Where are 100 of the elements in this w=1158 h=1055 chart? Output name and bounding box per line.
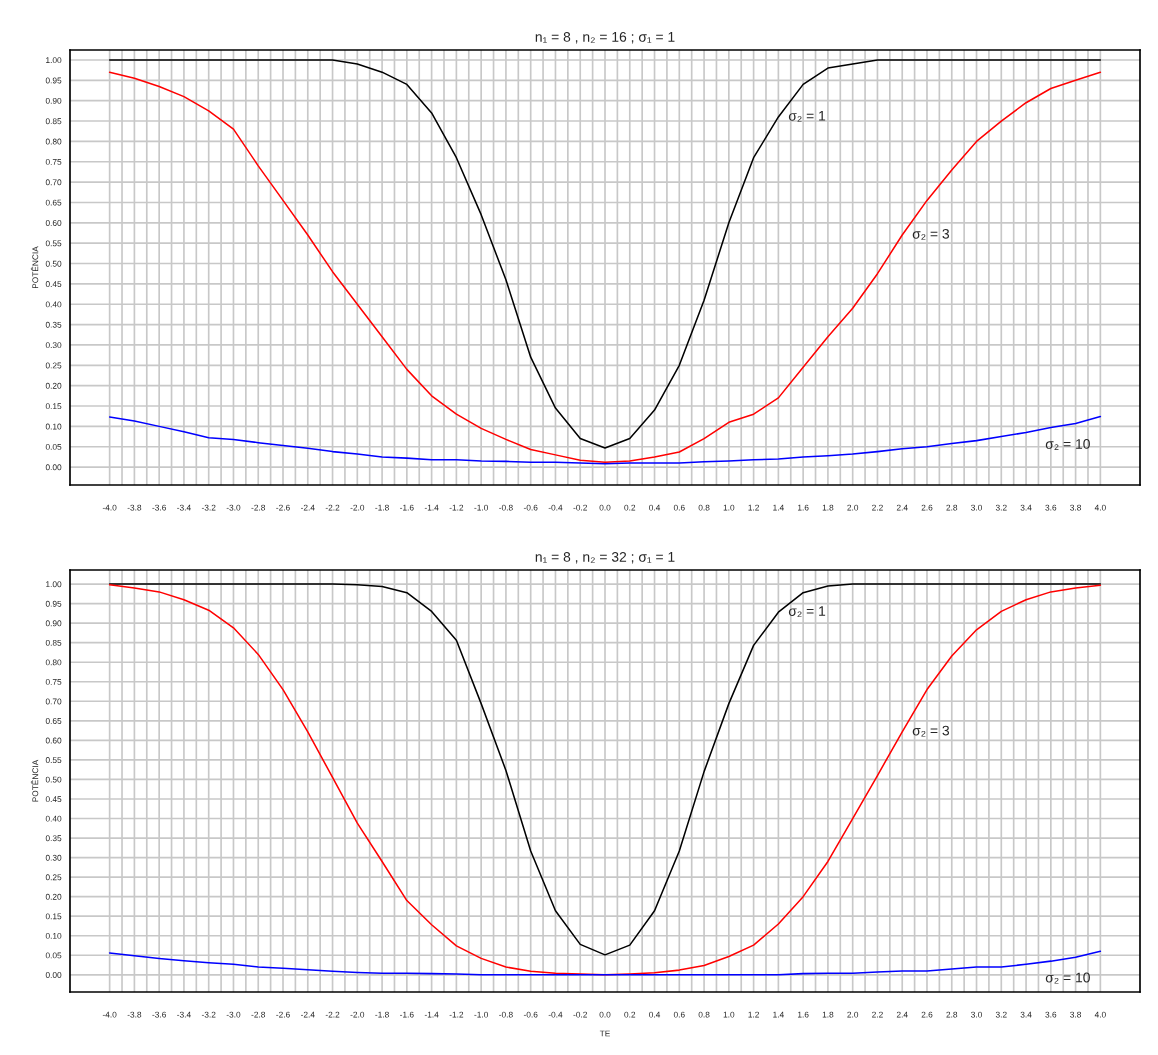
y-tick-label: 0.85 <box>45 639 62 646</box>
x-tick-label: 2.0 <box>847 1011 859 1018</box>
y-tick-label: 0.30 <box>45 342 62 349</box>
x-tick-label: -0.4 <box>548 1011 563 1018</box>
y-axis-title: POTÊNCIA <box>30 246 39 289</box>
x-tick-label: -1.2 <box>449 1011 464 1018</box>
x-tick-label: -3.0 <box>226 1011 241 1018</box>
x-tick-label: 3.4 <box>1020 1011 1032 1018</box>
series-label: σ₂ = 3 <box>912 228 950 240</box>
y-tick-label: 0.70 <box>45 179 62 186</box>
y-tick-label: 0.15 <box>45 403 62 410</box>
x-tick-label: 1.0 <box>723 1011 735 1018</box>
x-tick-label: 1.2 <box>748 1011 759 1018</box>
x-tick-label: -0.8 <box>499 1011 513 1018</box>
x-tick-label: -1.8 <box>375 1011 389 1018</box>
x-tick-label: -3.8 <box>127 1011 142 1018</box>
x-tick-label: 3.6 <box>1045 1011 1057 1018</box>
x-tick-label: 2.2 <box>872 504 883 511</box>
x-tick-label: 2.2 <box>872 1011 883 1018</box>
y-tick-label: 0.60 <box>45 220 62 226</box>
y-tick-label: 0.25 <box>45 362 62 369</box>
y-tick-label: 0.95 <box>45 600 62 607</box>
y-tick-label: 0.70 <box>45 698 62 705</box>
y-tick-label: 0.45 <box>45 281 62 287</box>
x-tick-label: -1.4 <box>424 504 439 511</box>
x-tick-label: 2.6 <box>921 1011 933 1018</box>
y-tick-label: 0.00 <box>45 464 62 471</box>
series-label: σ₂ = 3 <box>912 725 950 737</box>
x-tick-label: -3.2 <box>201 1011 216 1018</box>
y-tick-label: 0.00 <box>45 972 62 978</box>
x-tick-label: 0.4 <box>649 1011 661 1018</box>
x-tick-label: 2.8 <box>946 1011 958 1018</box>
y-tick-label: 0.35 <box>45 835 62 842</box>
x-tick-label: -0.2 <box>573 504 587 511</box>
y-tick-label: 0.40 <box>45 301 62 308</box>
y-tick-label: 0.60 <box>45 737 62 744</box>
chart-title: n₁ = 8 , n₂ = 32 ; σ₁ = 1 <box>535 551 675 564</box>
chart-title: n₁ = 8 , n₂ = 16 ; σ₁ = 1 <box>535 31 675 44</box>
x-tick-label: -1.0 <box>474 1011 489 1018</box>
x-tick-label: 3.8 <box>1070 1011 1082 1018</box>
x-tick-label: -1.2 <box>449 504 464 511</box>
y-tick-label: 0.10 <box>45 423 62 430</box>
x-tick-label: 1.4 <box>773 504 784 511</box>
x-tick-label: -2.2 <box>325 504 340 511</box>
x-tick-label: 3.2 <box>995 1011 1007 1018</box>
y-tick-label: 0.40 <box>45 815 62 822</box>
x-tick-label: -2.6 <box>276 504 290 511</box>
x-tick-label: 0.6 <box>673 504 685 511</box>
x-tick-label: -3.6 <box>152 1011 166 1018</box>
x-tick-label: -1.0 <box>474 504 489 511</box>
series-label: σ₂ = 10 <box>1045 972 1090 984</box>
y-tick-label: 0.05 <box>45 443 62 450</box>
x-tick-label: 2.8 <box>946 504 958 511</box>
x-tick-label: 4.0 <box>1094 504 1106 511</box>
x-tick-label: 3.2 <box>995 504 1007 511</box>
y-tick-label: 0.45 <box>45 796 62 803</box>
x-tick-label: -2.8 <box>251 1011 266 1018</box>
x-tick-label: 0.4 <box>649 504 661 511</box>
y-tick-label: 1.00 <box>46 581 62 588</box>
y-tick-label: 0.20 <box>45 382 62 389</box>
line-series <box>108 415 1102 465</box>
y-tick-label: 0.80 <box>45 659 62 666</box>
y-tick-label: 0.30 <box>45 854 62 861</box>
x-tick-label: 1.6 <box>797 1011 809 1018</box>
y-tick-label: 0.65 <box>45 718 62 724</box>
y-tick-label: 0.65 <box>45 199 62 206</box>
y-tick-label: 0.20 <box>45 893 62 900</box>
series-label: σ₂ = 1 <box>788 606 826 617</box>
series-label: σ₂ = 1 <box>788 111 826 122</box>
y-tick-label: 0.90 <box>45 97 62 104</box>
x-tick-label: 0.2 <box>624 504 636 511</box>
y-tick-label: 0.15 <box>45 913 62 920</box>
x-tick-label: 0.0 <box>599 1011 611 1018</box>
x-tick-label: -1.6 <box>400 504 414 511</box>
y-tick-label: 0.80 <box>45 138 62 145</box>
x-tick-label: 0.8 <box>698 504 710 511</box>
y-tick-label: 0.95 <box>45 77 62 84</box>
x-axis-title: TE <box>599 1030 610 1037</box>
y-tick-label: 0.55 <box>45 757 62 763</box>
x-tick-label: 2.4 <box>896 504 908 511</box>
y-tick-label: 0.35 <box>45 321 62 328</box>
x-tick-label: -3.4 <box>177 504 191 511</box>
x-tick-label: -3.4 <box>177 1011 191 1018</box>
y-tick-label: 0.05 <box>45 952 62 959</box>
x-tick-label: -1.4 <box>424 1011 439 1018</box>
y-tick-label: 0.85 <box>45 118 62 125</box>
x-tick-label: -0.6 <box>523 504 538 511</box>
x-tick-label: 2.6 <box>921 504 933 511</box>
x-tick-label: -1.8 <box>375 504 389 511</box>
x-tick-label: -2.0 <box>350 504 365 511</box>
x-tick-label: -4.0 <box>102 1011 117 1018</box>
y-tick-label: 0.50 <box>45 776 62 783</box>
x-tick-label: 0.6 <box>673 1011 685 1018</box>
x-tick-label: -0.2 <box>573 1011 587 1018</box>
x-tick-label: 3.8 <box>1070 504 1082 511</box>
x-tick-label: 3.4 <box>1020 504 1032 511</box>
x-tick-label: 1.0 <box>723 504 735 511</box>
x-tick-label: -2.4 <box>300 1011 315 1018</box>
x-tick-label: -1.6 <box>400 1011 414 1018</box>
x-tick-label: -3.8 <box>127 504 142 511</box>
